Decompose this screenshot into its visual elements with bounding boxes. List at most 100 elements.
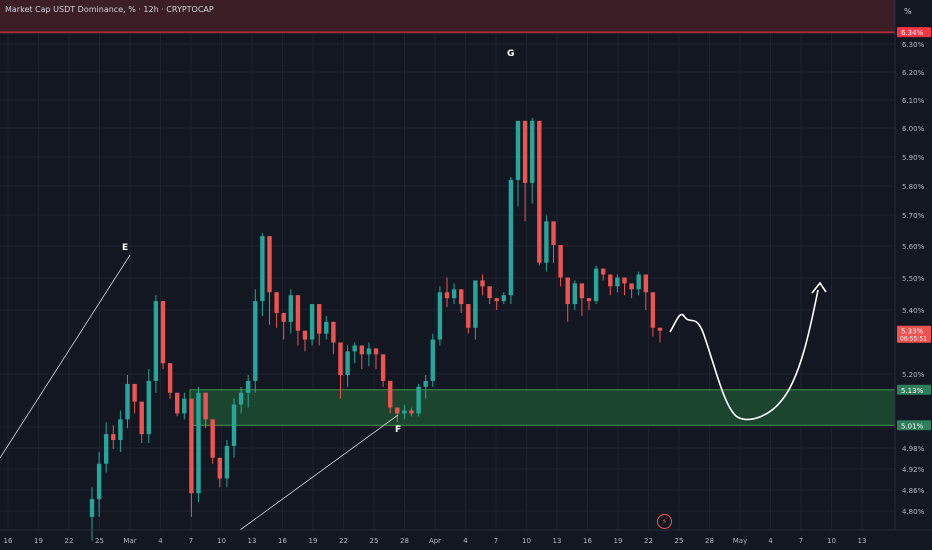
x-tick-label: 22 — [65, 537, 74, 545]
candle-body — [182, 398, 187, 414]
candle-body — [572, 283, 577, 305]
x-tick-label: 7 — [189, 537, 193, 545]
candle-body — [551, 221, 556, 245]
candle — [281, 312, 286, 340]
candle-body — [473, 280, 478, 328]
x-tick-label: 19 — [309, 537, 318, 545]
x-tick-label: 19 — [614, 537, 623, 545]
candle — [331, 321, 336, 355]
candle — [551, 221, 556, 263]
x-tick-label: 13 — [248, 537, 257, 545]
candle-body — [302, 330, 308, 340]
candle-body — [139, 401, 144, 435]
x-tick-label: 28 — [705, 537, 714, 545]
unit-label[interactable]: % — [904, 7, 912, 16]
y-tick-label: 4.86% — [902, 487, 925, 495]
y-tick-label: 6.00% — [902, 125, 925, 133]
trendlines — [0, 254, 399, 531]
x-tick-label: 4 — [158, 537, 163, 545]
candle — [515, 120, 521, 207]
candle — [444, 277, 450, 308]
candle-body — [515, 120, 521, 180]
candle — [132, 383, 137, 414]
candle — [160, 301, 166, 370]
candle-body — [295, 295, 301, 331]
candle-body — [657, 327, 663, 331]
candle — [373, 348, 379, 370]
candle-body — [359, 345, 364, 355]
price-label-countdown: 06:55:51 — [900, 336, 927, 343]
x-tick-label: 25 — [675, 537, 684, 545]
candle — [473, 280, 478, 340]
candle-body — [104, 434, 109, 464]
y-tick-label: 4.80% — [902, 508, 925, 516]
candle — [459, 289, 464, 313]
x-tick-label: 7 — [494, 537, 498, 545]
x-tick-label: 16 — [583, 537, 592, 545]
candle — [324, 315, 329, 340]
x-tick-label: 22 — [644, 537, 653, 545]
price-labels: 6.34% 5.33%06:55:51 5.13% 5.01% — [897, 27, 931, 431]
candle-body — [487, 286, 492, 299]
candle-body — [451, 289, 457, 299]
candle-body — [522, 120, 528, 183]
candle — [501, 292, 506, 305]
candle-body — [203, 392, 208, 420]
candle-body — [530, 120, 535, 183]
candle-body — [324, 321, 329, 334]
candle — [466, 304, 471, 334]
candle — [302, 330, 308, 352]
candle — [345, 345, 350, 387]
lightning-icon[interactable]: ⚡ — [657, 514, 672, 529]
projection-path — [669, 289, 819, 421]
candle-body — [366, 348, 372, 355]
x-tick-label: 28 — [400, 537, 409, 545]
candle — [402, 404, 407, 420]
price-label-text: 6.34% — [901, 29, 924, 37]
trendline-f — [239, 414, 399, 531]
candle-body — [388, 380, 393, 408]
price-label: 5.01% — [897, 420, 931, 431]
candle-body — [409, 410, 414, 414]
x-tick-label: 10 — [522, 537, 531, 545]
y-tick-label: 5.40% — [902, 307, 925, 315]
candle — [189, 398, 194, 517]
candle — [288, 289, 293, 334]
candle-body — [111, 434, 116, 441]
candles — [89, 117, 663, 541]
x-tick-label: 19 — [34, 537, 43, 545]
candle-body — [650, 292, 656, 328]
candle-body — [508, 179, 514, 296]
x-tick-label: 22 — [339, 537, 348, 545]
annotation-e: E — [122, 243, 128, 253]
candle-body — [125, 383, 130, 420]
candle — [586, 298, 592, 310]
candle — [359, 345, 364, 370]
candle — [650, 292, 656, 337]
candle — [146, 369, 151, 443]
candle-body — [175, 392, 180, 414]
candle — [657, 327, 663, 343]
candle-body — [281, 312, 286, 322]
candle — [572, 280, 577, 310]
candle-body — [231, 404, 237, 446]
candle — [530, 117, 535, 204]
candle-body — [160, 301, 166, 364]
candle-body — [544, 221, 549, 263]
candle-body — [267, 236, 272, 293]
candle-body — [537, 120, 542, 263]
candle-body — [494, 298, 499, 302]
time-axis[interactable]: 16 19 22 25 Mar 4 7 10 13 16 19 22 25 28 Apr 4 7 10 13 16 19… — [4, 537, 867, 545]
candle — [395, 407, 400, 423]
trendline-e — [0, 254, 131, 459]
candle — [139, 401, 144, 443]
price-axis[interactable]: 6.30% 6.20% 6.10% 6.00% 5.90% 5.80% 5.70% 5.60%… — [902, 41, 925, 516]
y-tick-label: 5.60% — [902, 243, 925, 251]
candle-body — [224, 445, 230, 479]
candle — [217, 457, 222, 488]
candle — [558, 244, 563, 287]
candle-body — [210, 419, 215, 458]
price-label-bg — [897, 325, 931, 343]
candle-body — [238, 392, 244, 405]
